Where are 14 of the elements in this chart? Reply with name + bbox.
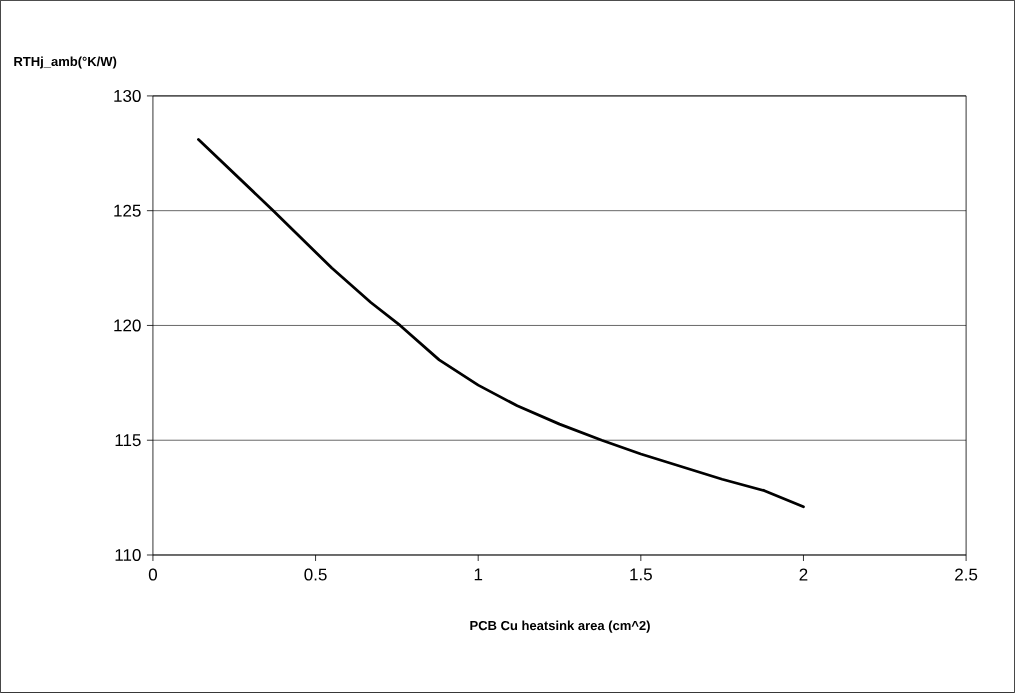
x-tick-label: 2.5 <box>955 568 978 581</box>
x-tick-label: 0.5 <box>304 568 327 581</box>
x-tick-label: 1.5 <box>630 568 652 581</box>
x-tick-label: 1 <box>474 568 483 581</box>
y-tick-label: 130 <box>114 89 141 102</box>
x-tick-label: 2 <box>799 568 808 581</box>
y-tick-label: 115 <box>115 434 141 447</box>
x-tick-label: 0 <box>148 568 158 581</box>
line-series <box>197 138 805 509</box>
y-tick-label: 120 <box>114 319 141 332</box>
x-axis-title: PCB Cu heatsink area (cm^2) <box>470 620 650 633</box>
y-axis-title: RTHj_amb(°K/W) <box>14 56 117 69</box>
y-tick-label: 110 <box>115 549 141 562</box>
y-tick-label: 125 <box>114 204 141 217</box>
